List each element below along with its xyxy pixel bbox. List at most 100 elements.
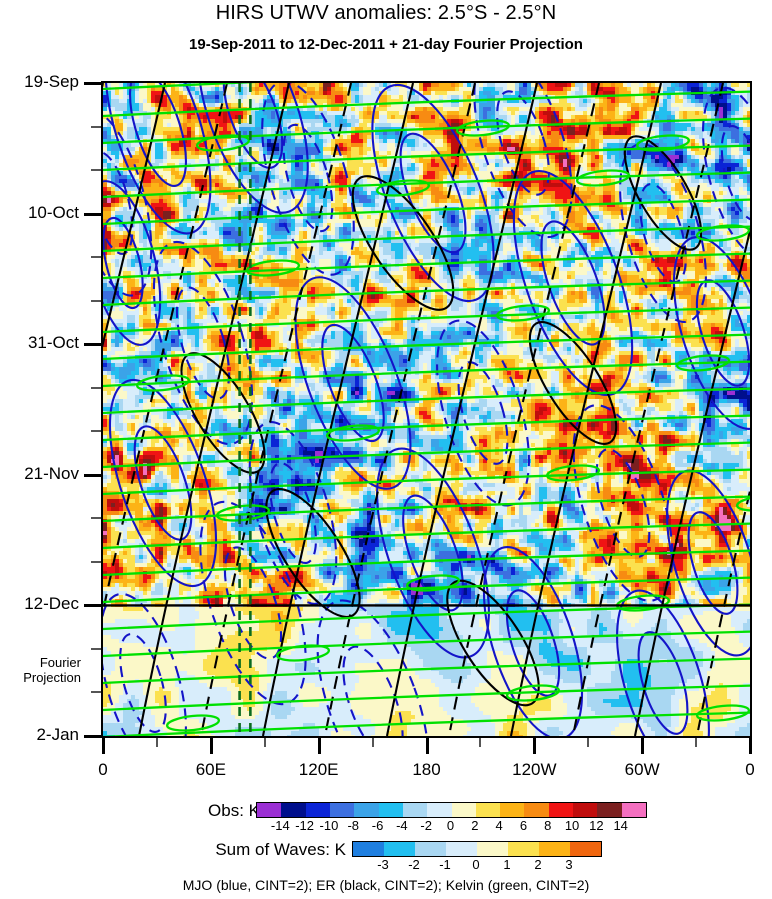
colorbar-tick-label: -10 <box>311 818 347 833</box>
colorbar-swatch <box>475 803 501 817</box>
fourier-projection-note: Fourier Projection <box>0 655 81 685</box>
colorbar-tick-label: 12 <box>578 818 614 833</box>
y-major-tick <box>84 473 102 477</box>
y-minor-tick <box>91 169 101 172</box>
colorbar-tick-label: -4 <box>384 818 420 833</box>
colorbar-swatch <box>402 803 428 817</box>
y-axis-label: 31-Oct <box>0 333 79 353</box>
y-axis-label: 10-Oct <box>0 203 79 223</box>
y-major-tick <box>84 212 102 216</box>
colorbar-swatch <box>329 803 355 817</box>
colorbar-swatch <box>451 803 476 817</box>
x-major-tick <box>102 738 105 754</box>
y-minor-tick <box>91 430 101 433</box>
colorbar-swatch <box>415 842 446 856</box>
colorbar-swatch <box>353 842 384 856</box>
colorbar-swatch <box>548 803 574 817</box>
x-axis-label: 0 <box>63 760 143 780</box>
page-title: HIRS UTWV anomalies: 2.5°S - 2.5°N <box>0 2 772 25</box>
colorbar-tick-label: 4 <box>481 818 517 833</box>
colorbar-swatch <box>446 842 477 856</box>
colorbar-tick-label: 3 <box>551 857 587 872</box>
x-minor-tick <box>263 738 266 747</box>
colorbar-tick-label: -8 <box>335 818 371 833</box>
colorbar-swatch <box>524 803 549 817</box>
colorbar-title: Obs: K <box>150 801 260 821</box>
mjo-contours-dashed <box>103 83 750 736</box>
colorbar-tick-label: -2 <box>408 818 444 833</box>
colorbar-tick-label: 14 <box>603 818 639 833</box>
colorbar-tick-label: -3 <box>365 857 401 872</box>
x-minor-tick <box>371 738 374 747</box>
colorbar-tick-label: -2 <box>396 857 432 872</box>
colorbar-tick-label: -12 <box>287 818 323 833</box>
colorbar-tick-label: 10 <box>554 818 590 833</box>
colorbar-title: Sum of Waves: K <box>150 840 346 860</box>
y-minor-tick <box>91 647 101 650</box>
y-minor-tick <box>91 125 101 128</box>
x-minor-tick <box>479 738 482 747</box>
y-major-tick <box>84 735 102 738</box>
y-axis-label: 19-Sep <box>0 72 79 92</box>
colorbar-tick-label: -1 <box>427 857 463 872</box>
colorbar-tick-label: 0 <box>433 818 469 833</box>
colorbar-swatch <box>477 842 508 856</box>
y-minor-tick <box>91 299 101 302</box>
colorbar-tick-label: 8 <box>530 818 566 833</box>
y-axis-label: 2-Jan <box>0 725 79 745</box>
colorbar-tick-label: 2 <box>520 857 556 872</box>
y-axis-label: 21-Nov <box>0 464 79 484</box>
figure-caption: MJO (blue, CINT=2); ER (black, CINT=2); … <box>0 877 772 893</box>
x-major-tick <box>641 738 645 754</box>
fourier-note-line: Fourier <box>0 655 81 670</box>
x-minor-tick <box>155 738 158 747</box>
colorbar-tick-label: -6 <box>360 818 396 833</box>
reference-longitude-lines <box>238 83 252 736</box>
colorbar <box>256 802 647 818</box>
y-minor-tick <box>91 256 101 259</box>
colorbar-swatch <box>257 803 282 817</box>
x-major-tick <box>749 738 752 754</box>
y-minor-tick <box>91 560 101 563</box>
x-axis-label: 120W <box>494 760 574 780</box>
colorbar-swatch <box>384 842 415 856</box>
colorbar <box>352 841 602 857</box>
x-major-tick <box>425 738 429 754</box>
y-major-tick <box>84 82 102 85</box>
y-major-tick <box>84 343 102 347</box>
y-axis-label: 12-Dec <box>0 594 79 614</box>
colorbar-swatch <box>354 803 379 817</box>
colorbar-swatch <box>281 803 306 817</box>
y-major-tick <box>84 604 102 608</box>
colorbar-tick-label: 6 <box>505 818 541 833</box>
colorbar-swatch <box>378 803 403 817</box>
colorbar-swatch <box>570 842 601 856</box>
colorbar-tick-label: 1 <box>489 857 525 872</box>
colorbar-swatch <box>508 842 539 856</box>
colorbar-tick-label: 2 <box>457 818 493 833</box>
colorbar-swatch <box>305 803 330 817</box>
colorbar-swatch <box>500 803 525 817</box>
colorbar-swatch <box>573 803 598 817</box>
colorbar-swatch <box>427 803 452 817</box>
hovmoller-plot <box>101 81 752 738</box>
x-major-tick <box>533 738 537 754</box>
x-major-tick <box>317 738 321 754</box>
x-minor-tick <box>587 738 590 747</box>
x-axis-label: 0 <box>710 760 772 780</box>
x-axis-label: 60W <box>602 760 682 780</box>
x-minor-tick <box>695 738 698 747</box>
colorbar-swatch <box>621 803 646 817</box>
colorbar-tick-label: -14 <box>262 818 298 833</box>
x-major-tick <box>209 738 213 754</box>
colorbar-swatch <box>597 803 622 817</box>
kelvin-contours <box>103 83 750 736</box>
colorbar-tick-label: 0 <box>458 857 494 872</box>
y-minor-tick <box>91 386 101 389</box>
y-minor-tick <box>91 517 101 520</box>
y-minor-tick <box>91 691 101 694</box>
x-axis-label: 120E <box>279 760 359 780</box>
x-axis-label: 60E <box>171 760 251 780</box>
colorbar-swatch <box>539 842 570 856</box>
page-subtitle: 19-Sep-2011 to 12-Dec-2011 + 21-day Four… <box>0 36 772 53</box>
